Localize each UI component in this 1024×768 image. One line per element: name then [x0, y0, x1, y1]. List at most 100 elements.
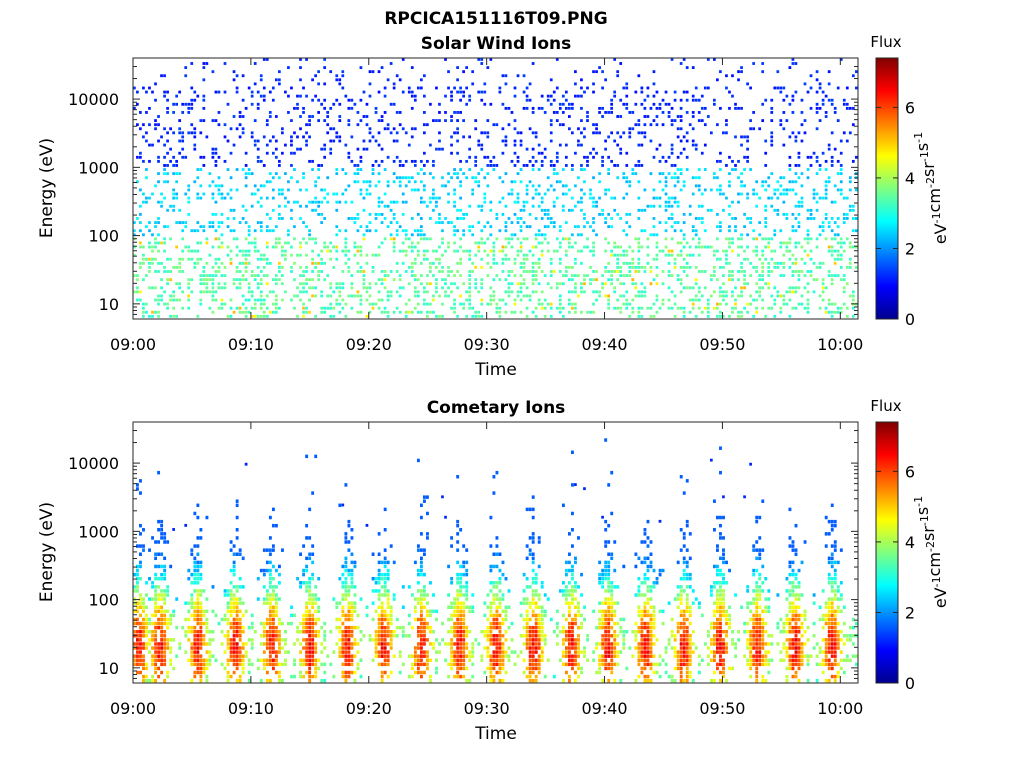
heatmap-cell [688, 204, 692, 208]
heatmap-cell [743, 225, 746, 229]
heatmap-cell [667, 196, 671, 200]
heatmap-cell [854, 245, 858, 249]
heatmap-cell [326, 123, 330, 127]
heatmap-cell [133, 86, 136, 90]
heatmap-cell [389, 237, 393, 241]
heatmap-cell [383, 634, 387, 638]
heatmap-cell [178, 270, 182, 273]
heatmap-cell [380, 593, 384, 597]
heatmap-cell [685, 168, 689, 171]
heatmap-cell [311, 597, 315, 601]
heatmap-cell [184, 650, 188, 654]
heatmap-cell [598, 111, 601, 114]
heatmap-cell [435, 86, 438, 90]
heatmap-cell [380, 638, 384, 642]
heatmap-cell [317, 200, 320, 204]
heatmap-cell [661, 282, 665, 286]
heatmap-cell [453, 613, 457, 618]
heatmap-cell [827, 98, 831, 102]
heatmap-cell [148, 642, 151, 646]
heatmap-cell [410, 674, 414, 679]
heatmap-cell [438, 261, 441, 265]
heatmap-cell [259, 634, 263, 638]
heatmap-cell [187, 601, 191, 605]
heatmap-cell [670, 106, 674, 110]
heatmap-cell [788, 188, 792, 192]
heatmap-cell [652, 102, 656, 106]
heatmap-cell [522, 257, 526, 261]
heatmap-cell [362, 208, 366, 212]
heatmap-cell [589, 265, 592, 269]
heatmap-cell [136, 670, 139, 675]
heatmap-cell [564, 90, 568, 94]
heatmap-cell [175, 159, 179, 163]
heatmap-cell [749, 302, 752, 306]
heatmap-cell [528, 159, 532, 163]
heatmap-cell [178, 221, 182, 224]
heatmap-cell [691, 225, 695, 229]
heatmap-cell [253, 229, 257, 233]
heatmap-cell [694, 176, 698, 180]
heatmap-cell [516, 237, 520, 241]
heatmap-cell [166, 638, 170, 642]
heatmap-cell [392, 560, 396, 565]
heatmap-cell [371, 552, 375, 556]
heatmap-cell [317, 609, 321, 614]
heatmap-cell [293, 613, 296, 618]
heatmap-cell [423, 253, 426, 257]
heatmap-cell [338, 282, 342, 286]
heatmap-cell [238, 601, 242, 605]
heatmap-cell [836, 172, 840, 176]
heatmap-cell [824, 306, 828, 310]
heatmap-cell [607, 241, 610, 245]
heatmap-cell [788, 237, 792, 241]
heatmap-cell [380, 572, 384, 577]
heatmap-cell [432, 629, 435, 634]
heatmap-cell [293, 200, 296, 204]
heatmap-cell [265, 306, 269, 310]
heatmap-cell [558, 225, 562, 229]
heatmap-cell [136, 576, 139, 581]
heatmap-cell [755, 282, 759, 286]
heatmap-cell [465, 212, 469, 216]
heatmap-cell [148, 678, 151, 683]
heatmap-cell [516, 172, 520, 176]
heatmap-cell [172, 164, 175, 167]
heatmap-cell [706, 115, 710, 118]
heatmap-cell [278, 621, 281, 626]
heatmap-cell [193, 646, 197, 650]
heatmap-cell [456, 78, 459, 82]
heatmap-cell [145, 613, 148, 618]
heatmap-cell [658, 249, 662, 253]
heatmap-cell [628, 245, 632, 249]
heatmap-cell [350, 629, 354, 634]
heatmap-cell [284, 629, 287, 634]
heatmap-cell [262, 625, 266, 630]
heatmap-cell [265, 241, 269, 245]
heatmap-cell [344, 576, 348, 581]
heatmap-cell [833, 237, 837, 241]
heatmap-cell [190, 257, 194, 261]
heatmap-cell [583, 180, 586, 184]
heatmap-cell [217, 265, 221, 269]
heatmap-cell [268, 217, 272, 220]
heatmap-cell [166, 621, 170, 626]
heatmap-cell [531, 147, 535, 151]
heatmap-cell [670, 274, 674, 277]
heatmap-cell [450, 613, 454, 618]
heatmap-cell [722, 131, 725, 135]
heatmap-cell [187, 306, 191, 310]
heatmap-cell [365, 253, 369, 257]
heatmap-cell [220, 212, 224, 216]
heatmap-cell [380, 621, 384, 626]
heatmap-cell [637, 164, 641, 167]
heatmap-cell [392, 249, 396, 253]
heatmap-cell [444, 294, 447, 298]
heatmap-cell [214, 159, 218, 163]
heatmap-cell [773, 286, 777, 290]
heatmap-cell [670, 123, 674, 127]
heatmap-cell [193, 511, 197, 516]
heatmap-cell [344, 650, 348, 654]
heatmap-cell [305, 282, 308, 286]
heatmap-cell [462, 233, 465, 237]
